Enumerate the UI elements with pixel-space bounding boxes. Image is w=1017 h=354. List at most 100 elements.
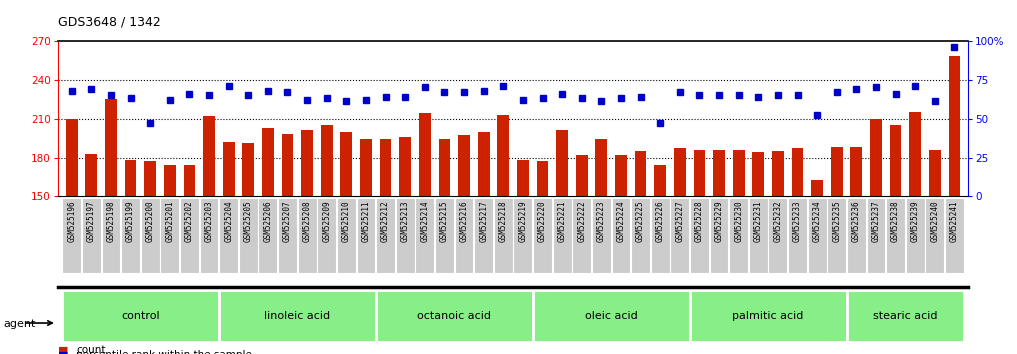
Bar [866,198,886,273]
Bar [82,198,101,273]
Text: GSM525216: GSM525216 [460,200,469,242]
Bar [850,147,862,354]
Bar [533,198,552,273]
Bar [494,198,513,273]
Text: GSM525234: GSM525234 [813,200,822,242]
Bar [341,132,352,354]
Text: ■: ■ [58,350,68,354]
Bar [375,290,533,342]
Bar [906,198,924,273]
Bar [242,143,254,354]
Text: GSM525219: GSM525219 [519,200,528,242]
Bar [376,198,395,273]
Text: ■: ■ [58,345,68,354]
Bar [455,198,474,273]
Text: GSM525228: GSM525228 [695,200,704,242]
Bar [415,198,434,273]
Bar [846,290,964,342]
Bar [788,198,806,273]
Text: GSM525208: GSM525208 [303,200,311,242]
Text: GSM525233: GSM525233 [793,200,802,242]
Text: percentile rank within the sample: percentile rank within the sample [76,350,252,354]
Text: GSM525200: GSM525200 [145,200,155,242]
Bar [812,179,823,354]
Text: GSM525205: GSM525205 [244,200,253,242]
Bar [769,198,787,273]
Text: GSM525220: GSM525220 [538,200,547,242]
Bar [632,198,650,273]
Bar [125,160,136,354]
Text: GSM525204: GSM525204 [224,200,233,242]
Bar [690,290,846,342]
Bar [219,290,375,342]
Text: GSM525214: GSM525214 [420,200,429,242]
Text: GSM525217: GSM525217 [479,200,488,242]
Bar [400,137,411,354]
Bar [105,99,117,354]
Bar [670,198,690,273]
Text: palmitic acid: palmitic acid [732,311,803,321]
Bar [497,115,510,354]
Bar [694,150,706,354]
Text: GSM525198: GSM525198 [107,200,116,242]
Text: GSM525201: GSM525201 [166,200,174,242]
Bar [772,151,784,354]
Text: GSM525210: GSM525210 [342,200,351,242]
Bar [831,147,843,354]
Bar [753,152,764,354]
Bar [379,139,392,354]
Bar [925,198,944,273]
Text: GSM525215: GSM525215 [440,200,448,242]
Text: GSM525230: GSM525230 [734,200,743,242]
Text: oleic acid: oleic acid [585,311,638,321]
Bar [807,198,827,273]
Text: GSM525231: GSM525231 [754,200,763,242]
Text: GSM525207: GSM525207 [283,200,292,242]
Bar [537,161,548,354]
Text: GSM525225: GSM525225 [636,200,645,242]
Bar [635,151,647,354]
Bar [710,198,728,273]
Bar [199,198,219,273]
Text: GSM525227: GSM525227 [675,200,684,242]
Text: GSM525213: GSM525213 [401,200,410,242]
Text: GSM525218: GSM525218 [498,200,507,242]
Bar [615,155,626,354]
Bar [929,150,941,354]
Bar [360,139,372,354]
Text: GSM525235: GSM525235 [832,200,841,242]
Bar [552,198,572,273]
Text: stearic acid: stearic acid [874,311,938,321]
Bar [301,130,313,354]
Bar [144,161,156,354]
Bar [791,148,803,354]
Text: GSM525223: GSM525223 [597,200,606,242]
Text: GSM525202: GSM525202 [185,200,194,242]
Bar [474,198,493,273]
Text: GSM525237: GSM525237 [872,200,881,242]
Bar [828,198,846,273]
Text: GSM525226: GSM525226 [656,200,665,242]
Bar [282,134,293,354]
Bar [596,139,607,354]
Bar [458,136,470,354]
Bar [164,165,176,354]
Bar [945,198,964,273]
Text: GSM525203: GSM525203 [204,200,214,242]
Text: octanoic acid: octanoic acid [417,311,491,321]
Bar [220,198,238,273]
Bar [317,198,337,273]
Text: GSM525209: GSM525209 [322,200,332,242]
Bar [690,198,709,273]
Text: GSM525238: GSM525238 [891,200,900,242]
Bar [890,125,901,354]
Bar [871,119,882,354]
Bar [278,198,297,273]
Bar [102,198,120,273]
Bar [713,150,725,354]
Text: GSM525197: GSM525197 [86,200,96,242]
Bar [611,198,631,273]
Bar [180,198,198,273]
Bar [140,198,160,273]
Bar [576,155,588,354]
